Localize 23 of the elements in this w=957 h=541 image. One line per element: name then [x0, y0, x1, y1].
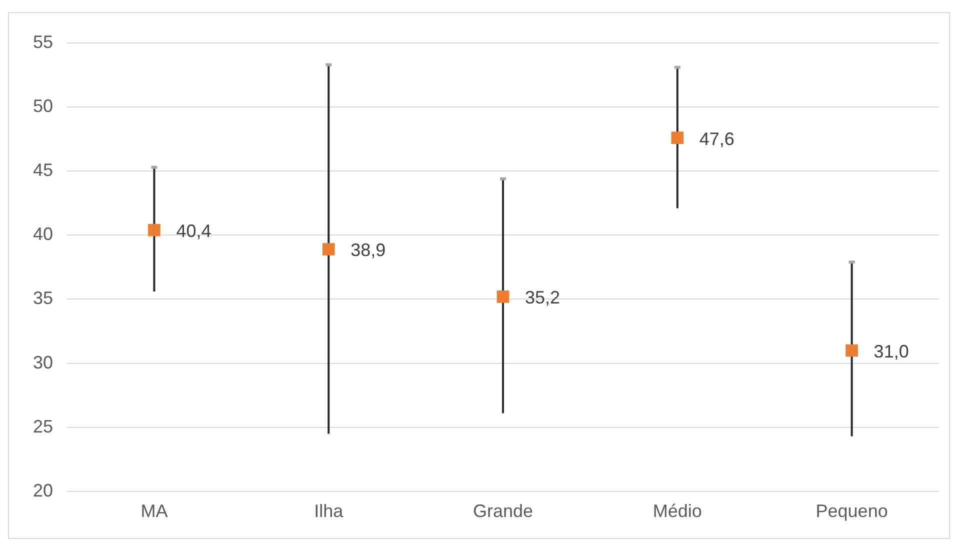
point [846, 344, 858, 357]
data-label: 31,0 [874, 341, 909, 362]
y-tick-label: 45 [32, 160, 54, 180]
x-tick-label: MA [140, 501, 168, 522]
data-label: 40,4 [176, 221, 212, 242]
y-tick-label: 25 [32, 416, 54, 436]
x-tick-label: Ilha [314, 501, 344, 522]
y-tick-label: 40 [32, 224, 54, 244]
y-tick-label: 20 [32, 480, 54, 500]
x-tick-label: Médio [652, 501, 702, 522]
point [671, 132, 684, 144]
data-label: 35,2 [525, 288, 560, 308]
y-tick-label: 35 [32, 288, 54, 308]
data-label: 38,9 [350, 240, 386, 260]
x-tick-label: Pequeno [816, 501, 888, 522]
y-tick-label: 55 [32, 32, 54, 52]
point [322, 243, 335, 256]
point [496, 290, 510, 303]
y-tick-label: 50 [32, 96, 54, 116]
x-tick-label: Grande [472, 501, 534, 522]
data-label: 47,6 [699, 128, 734, 149]
y-tick-label: 30 [32, 352, 54, 372]
point [148, 224, 160, 236]
